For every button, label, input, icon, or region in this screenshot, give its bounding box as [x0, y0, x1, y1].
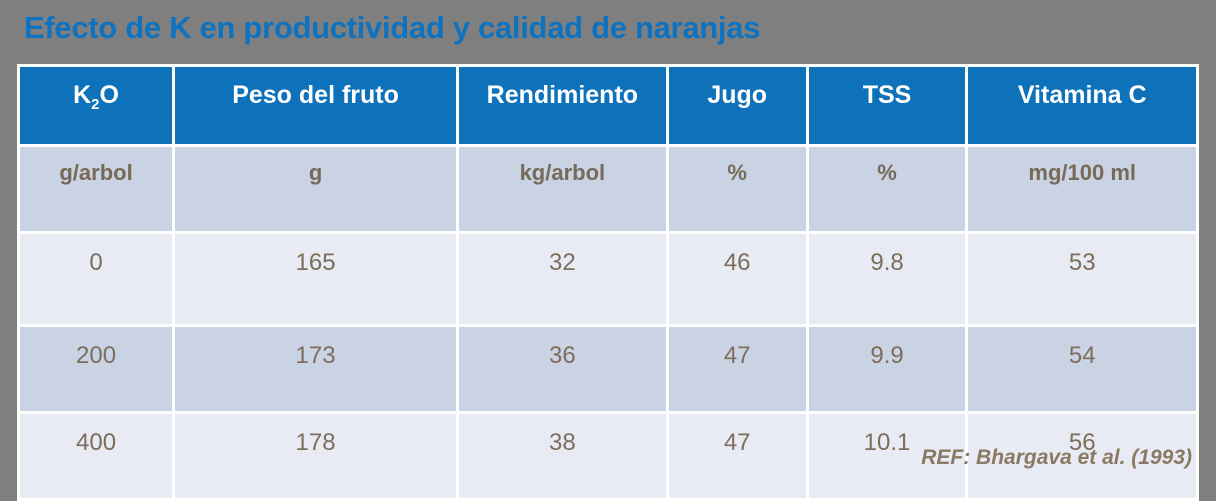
results-table: K2O Peso del fruto Rendimiento Jugo TSS … [17, 64, 1199, 501]
data-cell: 178 [175, 414, 457, 498]
header-cell-rendimiento: Rendimiento [459, 67, 666, 144]
data-cell: 173 [175, 327, 457, 411]
results-table-container: K2O Peso del fruto Rendimiento Jugo TSS … [17, 64, 1199, 501]
reference-citation: REF: Bhargava et al. (1993) [921, 446, 1192, 469]
k2o-tail: O [99, 81, 119, 109]
data-cell: 47 [668, 327, 806, 411]
data-cell: 54 [968, 327, 1196, 411]
data-cell: 46 [668, 234, 806, 324]
table-row: 400 178 38 47 10.1 56 [20, 414, 1196, 498]
table-row: 200 173 36 47 9.9 54 [20, 327, 1196, 411]
data-cell: 53 [968, 234, 1196, 324]
unit-cell: % [808, 147, 966, 231]
data-cell: 165 [175, 234, 457, 324]
unit-cell: % [668, 147, 806, 231]
data-cell: 9.9 [808, 327, 966, 411]
header-row: K2O Peso del fruto Rendimiento Jugo TSS … [20, 67, 1196, 144]
data-cell: 36 [459, 327, 666, 411]
data-cell: 0 [20, 234, 173, 324]
data-cell: 47 [668, 414, 806, 498]
data-cell: 56 [968, 414, 1196, 498]
units-row: g/arbol g kg/arbol % % mg/100 ml [20, 147, 1196, 231]
data-cell: 9.8 [808, 234, 966, 324]
header-cell-k2o: K2O [20, 67, 173, 144]
data-cell: 32 [459, 234, 666, 324]
k2o-subscript: 2 [91, 96, 100, 113]
unit-cell: g [175, 147, 457, 231]
header-cell-vitamina-c: Vitamina C [968, 67, 1196, 144]
data-cell: 400 [20, 414, 173, 498]
unit-cell: kg/arbol [459, 147, 666, 231]
data-cell: 10.1 [808, 414, 966, 498]
header-cell-tss: TSS [808, 67, 966, 144]
unit-cell: g/arbol [20, 147, 173, 231]
slide-title: Efecto de K en productividad y calidad d… [24, 10, 761, 45]
header-cell-jugo: Jugo [668, 67, 806, 144]
table-row: 0 165 32 46 9.8 53 [20, 234, 1196, 324]
header-cell-peso: Peso del fruto [175, 67, 457, 144]
data-cell: 38 [459, 414, 666, 498]
k2o-base: K [73, 81, 92, 109]
unit-cell: mg/100 ml [968, 147, 1196, 231]
data-cell: 200 [20, 327, 173, 411]
